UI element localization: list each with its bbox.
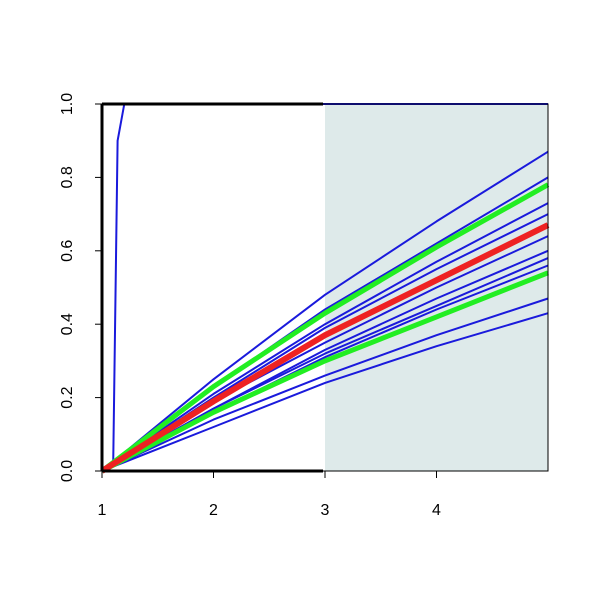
curve [100,222,550,474]
axes-layer: 1 2 3 4 0.0 0.2 0.4 0.6 0.8 1.0 [59,93,441,519]
y-tick-label: 0.6 [59,240,76,262]
x-tick-label: 3 [321,502,330,519]
curve [101,312,549,472]
y-tick-label: 1.0 [59,93,76,115]
x-tick-label: 1 [98,502,107,519]
curve [100,182,550,473]
lines-layer [100,103,550,474]
curve [100,270,549,474]
curve [101,297,549,472]
y-tick-label: 0.0 [59,460,76,482]
y-tick-label: 0.4 [59,313,76,335]
x-tick-label: 4 [432,502,441,519]
curve [101,150,549,472]
x-tick-label: 2 [209,502,218,519]
y-tick-label: 0.8 [59,166,76,188]
curve [101,202,549,472]
y-tick-label: 0.2 [59,386,76,408]
